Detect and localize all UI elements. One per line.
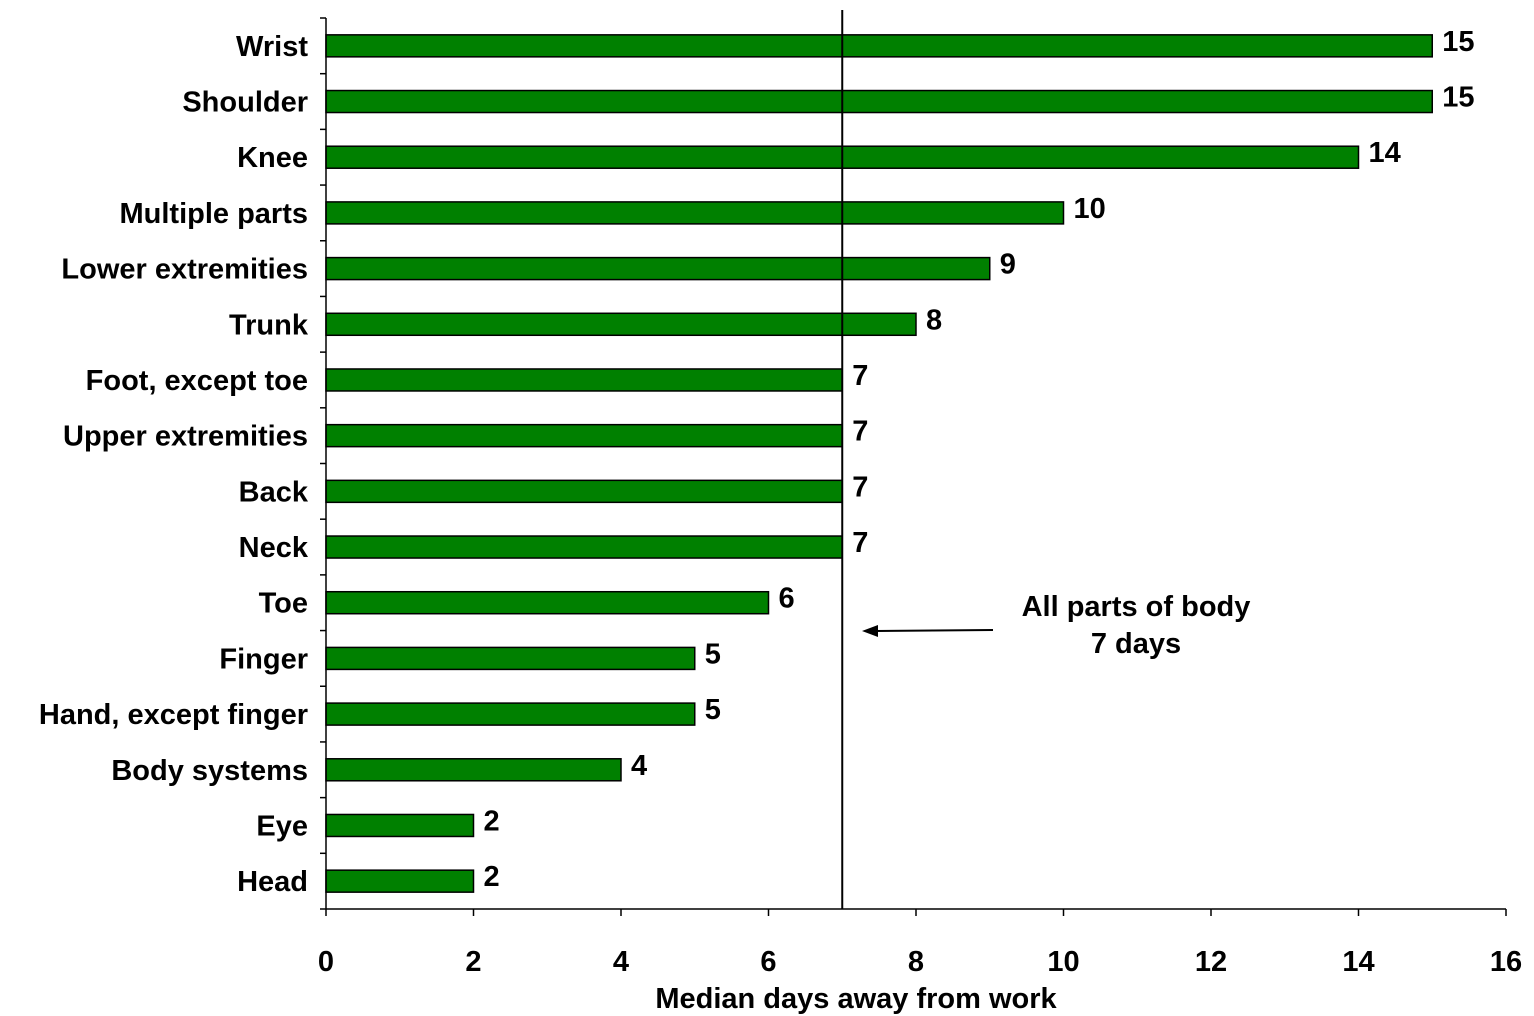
category-label: Upper extremities	[63, 421, 308, 453]
data-label: 4	[631, 750, 647, 782]
bar	[325, 590, 770, 615]
category-label: Head	[237, 866, 308, 898]
x-tick-label: 12	[1195, 946, 1227, 978]
bars-layer: 15 15 14 10 9 8 7 7 7 7 6 5 5 4 2 2	[325, 26, 1475, 893]
category-label: Trunk	[229, 309, 309, 341]
bar	[325, 479, 843, 504]
x-tick-label: 0	[318, 946, 334, 978]
x-tick-label: 14	[1342, 946, 1374, 978]
data-label: 5	[705, 694, 721, 726]
x-tick-label: 10	[1047, 946, 1079, 978]
x-tick-label: 8	[908, 946, 924, 978]
x-tick-label: 6	[760, 946, 776, 978]
axes-layer: Wrist Shoulder Knee Multiple parts Lower ext…	[39, 17, 1522, 978]
annotation-line2: 7 days	[1091, 628, 1181, 660]
category-label: Lower extremities	[61, 254, 308, 286]
category-label: Finger	[219, 643, 308, 675]
data-label: 15	[1442, 82, 1474, 114]
data-label: 8	[926, 304, 942, 336]
bar	[325, 89, 1433, 114]
bar	[325, 758, 622, 782]
annotation-arrow-head	[862, 625, 878, 637]
bar	[325, 535, 843, 559]
data-label: 7	[852, 360, 868, 392]
data-label: 6	[779, 583, 795, 615]
data-label: 2	[484, 861, 500, 893]
category-label: Body systems	[111, 755, 308, 787]
bar	[325, 702, 696, 726]
bar	[325, 869, 475, 893]
data-label: 5	[705, 638, 721, 670]
category-label: Back	[239, 476, 309, 508]
bar	[325, 256, 991, 281]
category-label: Shoulder	[182, 87, 308, 119]
bar	[325, 423, 843, 448]
bar	[325, 201, 1065, 225]
data-label: 2	[484, 805, 500, 837]
category-label: Toe	[259, 588, 308, 620]
x-axis-title: Median days away from work	[655, 983, 1057, 1015]
bar	[325, 312, 917, 337]
category-label: Neck	[239, 532, 309, 564]
bar	[325, 646, 696, 671]
bar	[325, 34, 1433, 58]
data-label: 7	[852, 527, 868, 559]
bar	[325, 813, 475, 838]
annotation: All parts of body 7 days	[862, 591, 1250, 660]
category-label: Knee	[237, 142, 308, 174]
data-label: 9	[1000, 249, 1016, 281]
x-tick-label: 4	[613, 946, 629, 978]
category-label: Multiple parts	[119, 198, 308, 230]
annotation-line1: All parts of body	[1022, 591, 1251, 623]
annotation-arrow	[875, 629, 994, 632]
data-label: 7	[852, 416, 868, 448]
data-label: 14	[1369, 137, 1401, 169]
x-tick-label: 16	[1490, 946, 1522, 978]
bar	[325, 368, 843, 392]
data-label: 15	[1442, 26, 1474, 58]
x-tick-label: 2	[465, 946, 481, 978]
data-label: 10	[1074, 193, 1106, 225]
category-label: Hand, except finger	[39, 699, 308, 731]
category-label: Eye	[256, 810, 308, 842]
category-label: Wrist	[236, 31, 308, 63]
data-label: 7	[852, 471, 868, 503]
category-label: Foot, except toe	[86, 365, 308, 397]
